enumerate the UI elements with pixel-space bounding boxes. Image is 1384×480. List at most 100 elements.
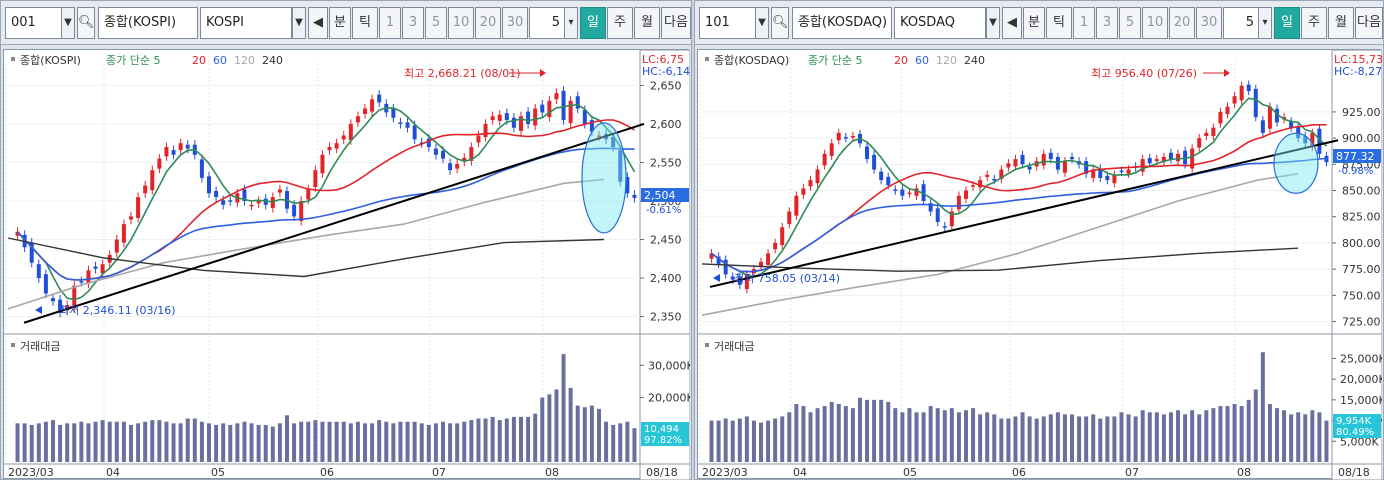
- candle-body: [815, 169, 820, 184]
- period-tick-button[interactable]: 틱: [352, 7, 378, 39]
- x-axis-label: 08: [545, 466, 559, 479]
- candle-body: [476, 135, 481, 143]
- volume-bar: [611, 424, 616, 462]
- unit-day-button[interactable]: 일: [1274, 7, 1300, 39]
- code-dropdown-button[interactable]: ▼: [61, 7, 75, 39]
- volume-bar: [992, 414, 997, 462]
- volume-bar: [72, 423, 77, 462]
- unit-month-button[interactable]: 월: [1328, 7, 1354, 39]
- volume-bar: [935, 408, 940, 462]
- prev-arrow-button[interactable]: ◀: [1002, 7, 1022, 39]
- candle-body: [292, 204, 297, 217]
- candle-body: [1006, 163, 1011, 168]
- period-30-button[interactable]: 30: [502, 7, 528, 39]
- x-axis-label: 08: [1237, 466, 1251, 479]
- index-select[interactable]: KOSDAQ: [894, 7, 986, 39]
- date-label: 08/18: [1338, 466, 1370, 479]
- volume-bar: [1310, 410, 1315, 462]
- volume-bar: [469, 420, 474, 462]
- period-10-button[interactable]: 10: [1142, 7, 1168, 39]
- candle-body: [942, 226, 947, 228]
- unit-week-button[interactable]: 주: [607, 7, 633, 39]
- volume-bar: [589, 405, 594, 462]
- search-icon[interactable]: 🔍︎: [771, 7, 789, 39]
- volume-bar: [1091, 414, 1096, 462]
- volume-bar: [1119, 412, 1124, 462]
- volume-bar: [547, 394, 552, 462]
- count-input[interactable]: 5: [1223, 7, 1259, 39]
- kosdaq-chart-area[interactable]: 925.00 900.00 875.00 850.00 825.00 800.00 775.…: [697, 49, 1382, 480]
- index-dropdown-button[interactable]: ▼: [986, 7, 1000, 39]
- count-dropdown-button[interactable]: ▾: [1258, 7, 1272, 39]
- period-5-button[interactable]: 5: [1119, 7, 1141, 39]
- volume-bar: [370, 423, 375, 462]
- candle-body: [1091, 169, 1096, 178]
- candle-body: [872, 154, 877, 170]
- volume-bar: [519, 416, 523, 462]
- kosdaq-chart[interactable]: 925.00900.00875.00850.00825.00800.00775.…: [698, 50, 1382, 480]
- period-10-button[interactable]: 10: [448, 7, 474, 39]
- candle-body: [1204, 132, 1209, 137]
- period-minute-button[interactable]: 분: [1023, 7, 1045, 39]
- period-5-button[interactable]: 5: [425, 7, 447, 39]
- code-input[interactable]: 001: [5, 7, 63, 39]
- candle-body: [214, 190, 219, 198]
- count-dropdown-button[interactable]: ▾: [564, 7, 578, 39]
- candle-body: [1084, 161, 1089, 174]
- volume-bar: [412, 421, 417, 462]
- volume-bar: [971, 408, 976, 462]
- candle-body: [1048, 152, 1053, 160]
- candle-body: [568, 100, 573, 124]
- volume-bar: [1112, 416, 1117, 462]
- legend-ma-60: 60: [915, 54, 929, 67]
- volume-bar: [299, 421, 304, 462]
- kospi-chart-area[interactable]: 2,6502,6002,5502,5002,4502,4002,350종합(KO…: [3, 49, 690, 480]
- unit-week-button[interactable]: 주: [1301, 7, 1327, 39]
- index-dropdown-button[interactable]: ▼: [292, 7, 306, 39]
- period-20-button[interactable]: 20: [1169, 7, 1195, 39]
- volume-bar: [207, 423, 211, 462]
- candle-body: [1070, 156, 1075, 160]
- index-select[interactable]: KOSPI: [200, 7, 292, 39]
- volume-bar: [604, 421, 609, 462]
- code-dropdown-button[interactable]: ▼: [755, 7, 769, 39]
- period-30-button[interactable]: 30: [1196, 7, 1222, 39]
- candle-body: [1027, 166, 1032, 170]
- candle-body: [51, 298, 55, 302]
- prev-arrow-button[interactable]: ◀: [308, 7, 328, 39]
- volume-bar: [1013, 416, 1018, 462]
- next-button[interactable]: 다음: [1355, 7, 1383, 39]
- period-tick-button[interactable]: 틱: [1046, 7, 1072, 39]
- unit-month-button[interactable]: 월: [634, 7, 660, 39]
- period-3-button[interactable]: 3: [402, 7, 424, 39]
- volume-bar: [462, 421, 467, 462]
- volume-bar: [773, 418, 778, 462]
- candle-body: [348, 123, 353, 141]
- candle-body: [221, 200, 226, 205]
- unit-day-button[interactable]: 일: [580, 7, 606, 39]
- period-20-button[interactable]: 20: [475, 7, 501, 39]
- volume-bar: [1147, 412, 1152, 462]
- code-input[interactable]: 101: [699, 7, 757, 39]
- volume-bar: [1055, 412, 1060, 462]
- count-input[interactable]: 5: [529, 7, 565, 39]
- period-minute-button[interactable]: 분: [329, 7, 351, 39]
- y-tick-label: 900.00: [1342, 132, 1381, 145]
- volume-bar: [51, 420, 55, 462]
- legend-ma-60: 60: [213, 54, 227, 67]
- candle-body: [794, 195, 799, 216]
- volume-bar: [327, 421, 332, 462]
- candle-body: [86, 270, 91, 284]
- volume-bar: [872, 399, 877, 462]
- candle-body: [1282, 117, 1287, 120]
- kospi-toolbar: 001 ▼ 🔍︎ 종합(KOSPI) KOSPI ▼ ◀ 분 틱 1 3 5 1…: [1, 1, 691, 45]
- period-1-button[interactable]: 1: [379, 7, 401, 39]
- next-button[interactable]: 다음: [661, 7, 691, 39]
- period-1-button[interactable]: 1: [1073, 7, 1095, 39]
- legend-ma-240: 240: [964, 54, 985, 67]
- candle-body: [143, 185, 148, 194]
- period-3-button[interactable]: 3: [1096, 7, 1118, 39]
- ma60-line: [711, 157, 1327, 273]
- search-icon[interactable]: 🔍︎: [77, 7, 95, 39]
- kospi-chart[interactable]: 2,6502,6002,5502,5002,4502,4002,350종합(KO…: [4, 50, 690, 480]
